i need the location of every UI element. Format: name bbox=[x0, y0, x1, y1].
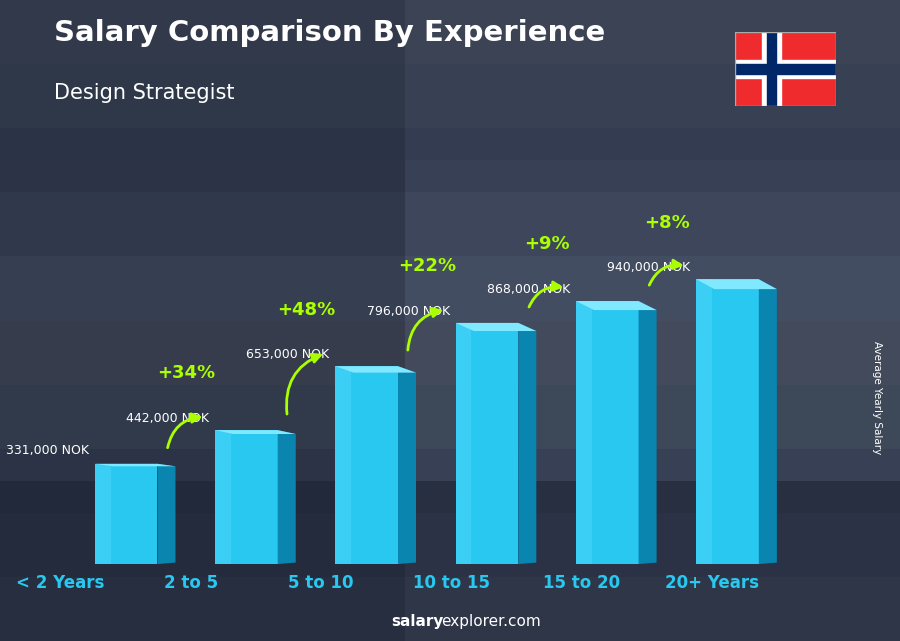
Text: 653,000 NOK: 653,000 NOK bbox=[247, 348, 329, 362]
Bar bbox=[762, 32, 780, 106]
Polygon shape bbox=[398, 366, 416, 564]
Text: 20+ Years: 20+ Years bbox=[665, 574, 759, 592]
Text: 442,000 NOK: 442,000 NOK bbox=[126, 412, 209, 425]
Polygon shape bbox=[94, 464, 111, 564]
Bar bbox=[0, 192, 900, 256]
Bar bbox=[0, 481, 900, 641]
Bar bbox=[0, 320, 900, 385]
Text: 10 to 15: 10 to 15 bbox=[413, 574, 490, 592]
Polygon shape bbox=[336, 366, 416, 372]
Bar bbox=[767, 32, 776, 106]
Polygon shape bbox=[576, 301, 638, 564]
Polygon shape bbox=[455, 323, 536, 331]
Text: +22%: +22% bbox=[398, 257, 456, 275]
Bar bbox=[0, 64, 900, 128]
Text: < 2 Years: < 2 Years bbox=[16, 574, 104, 592]
Polygon shape bbox=[215, 430, 230, 564]
Polygon shape bbox=[94, 464, 176, 466]
Text: 2 to 5: 2 to 5 bbox=[164, 574, 218, 592]
Polygon shape bbox=[638, 301, 657, 564]
Polygon shape bbox=[158, 464, 176, 564]
Polygon shape bbox=[215, 430, 296, 434]
Text: Design Strategist: Design Strategist bbox=[54, 83, 235, 103]
Bar bbox=[0, 0, 900, 160]
Polygon shape bbox=[455, 323, 518, 564]
Text: +8%: +8% bbox=[644, 213, 690, 231]
Bar bbox=[0, 577, 900, 641]
Bar bbox=[0, 0, 405, 641]
Text: +34%: +34% bbox=[158, 365, 215, 383]
Bar bbox=[0, 256, 900, 320]
Text: Salary Comparison By Experience: Salary Comparison By Experience bbox=[54, 19, 605, 47]
Polygon shape bbox=[94, 464, 158, 564]
Text: +48%: +48% bbox=[277, 301, 336, 319]
Polygon shape bbox=[576, 301, 591, 564]
Bar bbox=[734, 60, 836, 78]
Bar bbox=[405, 0, 900, 641]
Polygon shape bbox=[336, 366, 351, 564]
Polygon shape bbox=[278, 430, 296, 564]
Bar bbox=[0, 449, 900, 513]
Text: 868,000 NOK: 868,000 NOK bbox=[487, 283, 570, 296]
Text: 5 to 10: 5 to 10 bbox=[288, 574, 354, 592]
Bar bbox=[0, 0, 900, 64]
Text: 940,000 NOK: 940,000 NOK bbox=[608, 262, 690, 274]
Text: 796,000 NOK: 796,000 NOK bbox=[366, 305, 450, 318]
Polygon shape bbox=[576, 301, 657, 310]
Polygon shape bbox=[697, 279, 712, 564]
Text: 331,000 NOK: 331,000 NOK bbox=[6, 444, 89, 457]
Text: salary: salary bbox=[392, 615, 444, 629]
Polygon shape bbox=[518, 323, 536, 564]
Text: +9%: +9% bbox=[525, 235, 570, 253]
Text: explorer.com: explorer.com bbox=[441, 615, 541, 629]
Polygon shape bbox=[215, 430, 278, 564]
Polygon shape bbox=[697, 279, 759, 564]
Text: Average Yearly Salary: Average Yearly Salary bbox=[872, 341, 883, 454]
Polygon shape bbox=[697, 279, 777, 289]
Polygon shape bbox=[336, 366, 398, 564]
Bar bbox=[0, 385, 900, 449]
Bar bbox=[0, 128, 900, 192]
Polygon shape bbox=[759, 279, 777, 564]
Bar bbox=[734, 64, 836, 74]
Polygon shape bbox=[455, 323, 472, 564]
Text: 15 to 20: 15 to 20 bbox=[543, 574, 620, 592]
Bar bbox=[0, 513, 900, 577]
